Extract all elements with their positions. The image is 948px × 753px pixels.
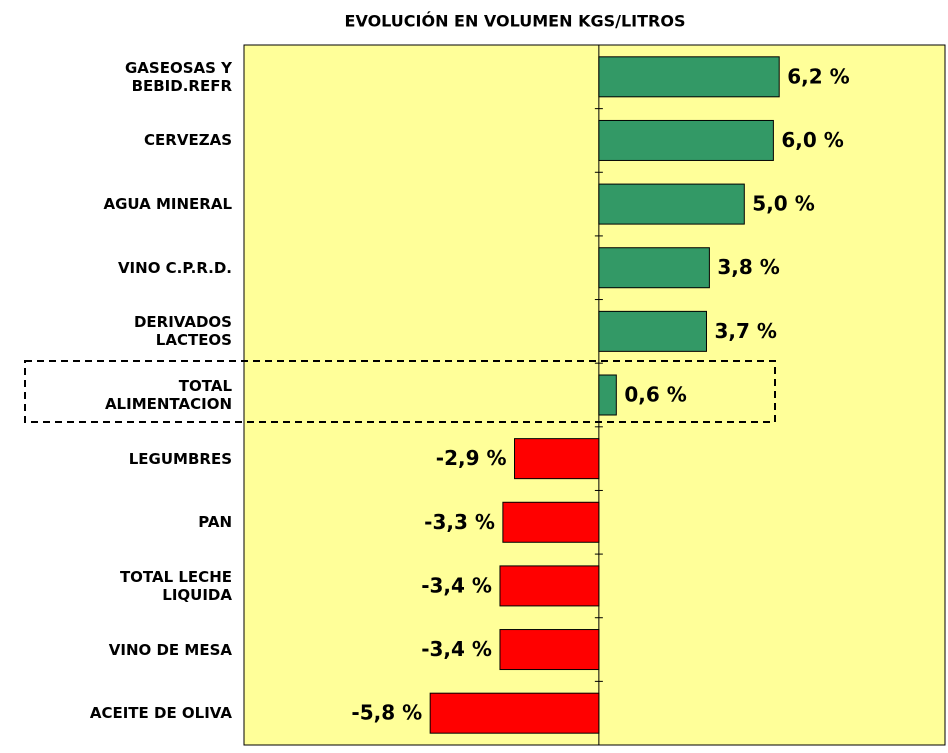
category-label: GASEOSAS Y BEBID.REFR (124, 58, 232, 95)
bar (502, 501, 600, 543)
category-label: LEGUMBRES (128, 449, 232, 468)
bar (598, 310, 707, 352)
bar (499, 629, 600, 671)
bar (499, 565, 600, 607)
category-label: TOTAL ALIMENTACION (104, 377, 232, 413)
bar (429, 692, 600, 734)
value-label: 6,0 % (781, 128, 843, 152)
category-label: CERVEZAS (144, 131, 232, 150)
value-label: -2,9 % (436, 446, 507, 470)
value-label: -5,8 % (351, 701, 422, 725)
value-label: 3,7 % (714, 319, 776, 343)
category-label: PAN (198, 513, 232, 532)
value-label: -3,4 % (421, 573, 492, 597)
value-label: -3,4 % (421, 637, 492, 661)
value-label: -3,3 % (424, 510, 495, 534)
category-label: TOTAL LECHE LIQUIDA (119, 567, 232, 604)
category-label: VINO C.P.R.D. (117, 258, 232, 277)
category-label: VINO DE MESA (108, 640, 232, 659)
category-label: ACEITE DE OLIVA (89, 704, 232, 723)
plot-area (243, 44, 946, 746)
chart-title: EVOLUCIÓN EN VOLUMEN KGS/LITROS (345, 12, 686, 31)
bar (598, 56, 780, 98)
bar (598, 119, 774, 161)
category-label: AGUA MINERAL (103, 195, 233, 214)
bar (514, 438, 600, 480)
value-label: 5,0 % (752, 192, 814, 216)
value-label: 0,6 % (624, 383, 686, 407)
bar (598, 183, 745, 225)
value-label: 3,8 % (717, 255, 779, 279)
bar (598, 374, 617, 416)
category-label: DERIVADOS LACTEOS (133, 313, 232, 350)
bar (598, 247, 710, 289)
highlight-box (24, 360, 776, 423)
value-label: 6,2 % (787, 64, 849, 88)
